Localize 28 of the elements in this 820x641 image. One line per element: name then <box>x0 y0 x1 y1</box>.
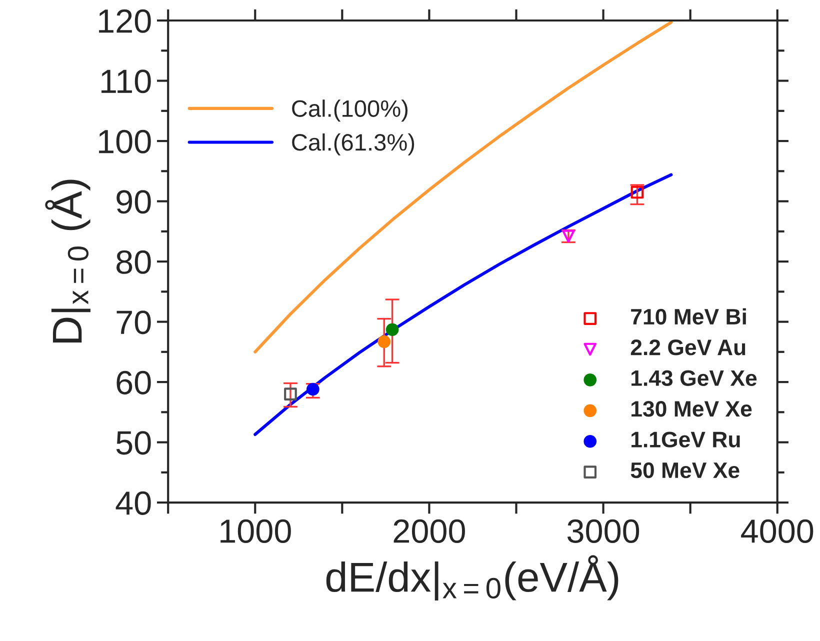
y-tick-label: 120 <box>99 9 151 33</box>
point <box>284 388 297 401</box>
legend-label: Cal.(100%) <box>292 100 408 122</box>
y-tick-label: 70 <box>116 310 151 334</box>
y-tick-label: 50 <box>116 431 151 455</box>
x-tick-label: 1000 <box>220 519 291 543</box>
y-tick-label: 110 <box>102 70 151 94</box>
legend-label: 2.2 GeV Au <box>630 340 746 356</box>
x-axis-title: dE/dx|$_{x=0}$(eV/Å) <box>326 555 618 600</box>
y-tick-label: 100 <box>99 130 151 154</box>
x-tick-label: 4000 <box>741 519 814 543</box>
y-tick-label: 80 <box>116 250 151 274</box>
legend-label: 710 MeV Bi <box>631 308 746 325</box>
point <box>306 382 320 396</box>
x-tick-label: 3000 <box>567 519 640 543</box>
y-tick-label: 40 <box>116 491 151 515</box>
point <box>630 186 644 199</box>
legend-label: 130 MeV Xe <box>632 400 752 417</box>
legend-label: 1.43 GeV Xe <box>632 370 757 386</box>
x-tick-label: 2000 <box>394 519 465 543</box>
y-tick-label: 90 <box>116 190 151 214</box>
y-axis-title: D|$_{x=0}$ (Å) <box>45 180 90 342</box>
y-tick-label: 60 <box>116 370 151 394</box>
legend-label: 50 MeV Xe <box>630 462 740 478</box>
point <box>378 335 391 348</box>
legend-label: 1.1GeV Ru <box>632 432 740 448</box>
point <box>386 323 399 336</box>
legend-label: Cal.(61.3%) <box>292 133 414 156</box>
